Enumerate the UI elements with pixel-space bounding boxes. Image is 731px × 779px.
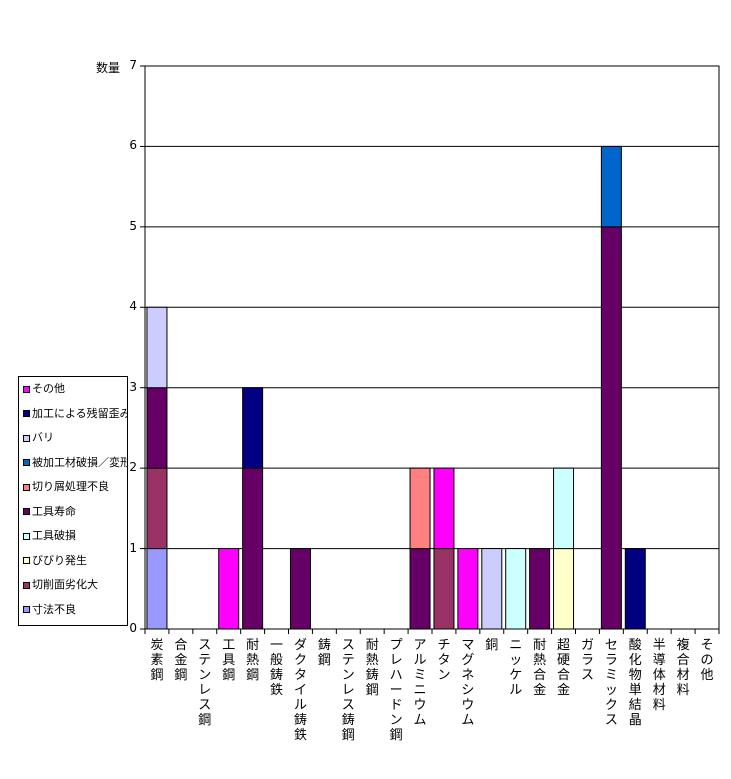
legend-swatch	[23, 557, 30, 564]
y-tick-label: 2	[129, 460, 137, 475]
legend-swatch	[23, 483, 30, 491]
bar-segment	[433, 467, 455, 550]
x-category-label: 超硬合金	[557, 638, 571, 698]
x-category-label: ステンレス鋼	[198, 638, 212, 728]
y-tick-label: 1	[129, 540, 137, 555]
x-category-label: 耐熱鋼	[246, 638, 260, 683]
legend-label: その他	[32, 382, 65, 395]
x-category-label: 鋳鋼	[317, 638, 331, 668]
x-category-label: 銅	[485, 638, 499, 653]
x-category-label: ダクタイル鋳鉄	[293, 638, 307, 743]
x-category-label: 酸化物単結晶	[628, 638, 642, 728]
y-tick-label: 3	[129, 379, 137, 394]
y-tick-label: 6	[129, 138, 137, 153]
bar-segment	[553, 467, 575, 550]
bar-segment	[457, 548, 479, 630]
bar-segment	[481, 548, 503, 630]
x-category-label: 耐熱合金	[533, 638, 547, 698]
x-category-label: 炭素鋼	[150, 638, 164, 683]
legend-swatch	[23, 532, 30, 540]
x-category-label: 合金鋼	[174, 638, 188, 683]
legend-swatch	[23, 606, 30, 613]
legend-item: バリ	[23, 431, 127, 445]
y-tick-label: 4	[129, 299, 137, 314]
legend-item: 被加工材破損／変形	[23, 456, 127, 470]
x-category-label: 耐熱鋳鋼	[365, 638, 379, 698]
x-category-label: 一般鋳鉄	[270, 638, 284, 698]
legend-label: 切削面劣化大	[32, 578, 98, 591]
x-category-label: アルミニウム	[413, 638, 427, 728]
bar-segment	[553, 548, 575, 630]
plot-area	[144, 65, 720, 630]
legend-item: びびり発生	[23, 554, 127, 568]
bar-segment	[289, 548, 311, 630]
x-category-label: 半導体材料	[652, 638, 666, 713]
legend-label: 寸法不良	[32, 602, 76, 616]
legend-label: 工具寿命	[32, 504, 76, 518]
legend-swatch	[23, 508, 30, 515]
y-tick-label: 0	[129, 621, 137, 635]
legend-label: バリ	[32, 431, 54, 444]
x-category-label: チタン	[437, 638, 451, 683]
legend-swatch	[23, 410, 30, 417]
x-category-label: 複合材料	[676, 638, 690, 698]
bar-segment	[529, 548, 551, 630]
x-category-label: ニッケル	[509, 638, 523, 698]
x-category-label: ステンレス鋳鋼	[341, 638, 355, 743]
x-category-label: マグネシウム	[461, 638, 475, 728]
legend-label: 加工による残留歪み	[32, 406, 127, 420]
bar-segment	[600, 226, 622, 630]
legend-item: 加工による残留歪み	[23, 407, 127, 421]
legend-label: 切り屑処理不良	[32, 480, 109, 493]
x-category-label: ガラス	[580, 638, 594, 683]
legend-item: 工具破損	[23, 529, 127, 543]
legend-swatch	[23, 459, 30, 466]
y-tick-label: 5	[129, 218, 137, 233]
bar-segment	[242, 387, 264, 469]
x-category-label: セラミックス	[604, 638, 618, 728]
bar-segment	[624, 548, 646, 630]
bar-segment	[600, 145, 622, 228]
x-category-label: その他	[700, 638, 714, 683]
bar-segment	[146, 467, 168, 550]
bar-segment	[505, 548, 527, 630]
legend-swatch	[23, 581, 30, 589]
legend-swatch	[23, 385, 30, 393]
legend-item: その他	[23, 382, 127, 396]
x-category-label: 工具鋼	[222, 638, 236, 683]
y-tick-label: 7	[129, 58, 137, 72]
legend-item: 工具寿命	[23, 505, 127, 519]
x-category-label: プレハードン鋼	[389, 638, 403, 743]
bar-segment	[146, 548, 168, 630]
y-axis-label: 数量	[96, 61, 121, 75]
bar-segment	[409, 548, 431, 630]
chart-legend: その他加工による残留歪み バリ被加工材破損／変形 切り屑処理不良 工具寿命工具破損びび…	[18, 376, 128, 626]
legend-label: 工具破損	[32, 529, 76, 542]
bar-segment	[433, 548, 455, 630]
bar-segment	[146, 387, 168, 469]
bar-segment	[146, 306, 168, 389]
legend-label: 被加工材破損／変形	[32, 455, 127, 469]
bar-segment	[218, 548, 240, 630]
bar-segment	[242, 467, 264, 630]
legend-item: 切削面劣化大	[23, 578, 127, 592]
legend-item: 切り屑処理不良	[23, 480, 127, 494]
legend-item: 寸法不良	[23, 603, 127, 617]
bar-segment	[409, 467, 431, 550]
legend-label: びびり発生	[32, 553, 87, 567]
legend-swatch	[23, 434, 30, 442]
